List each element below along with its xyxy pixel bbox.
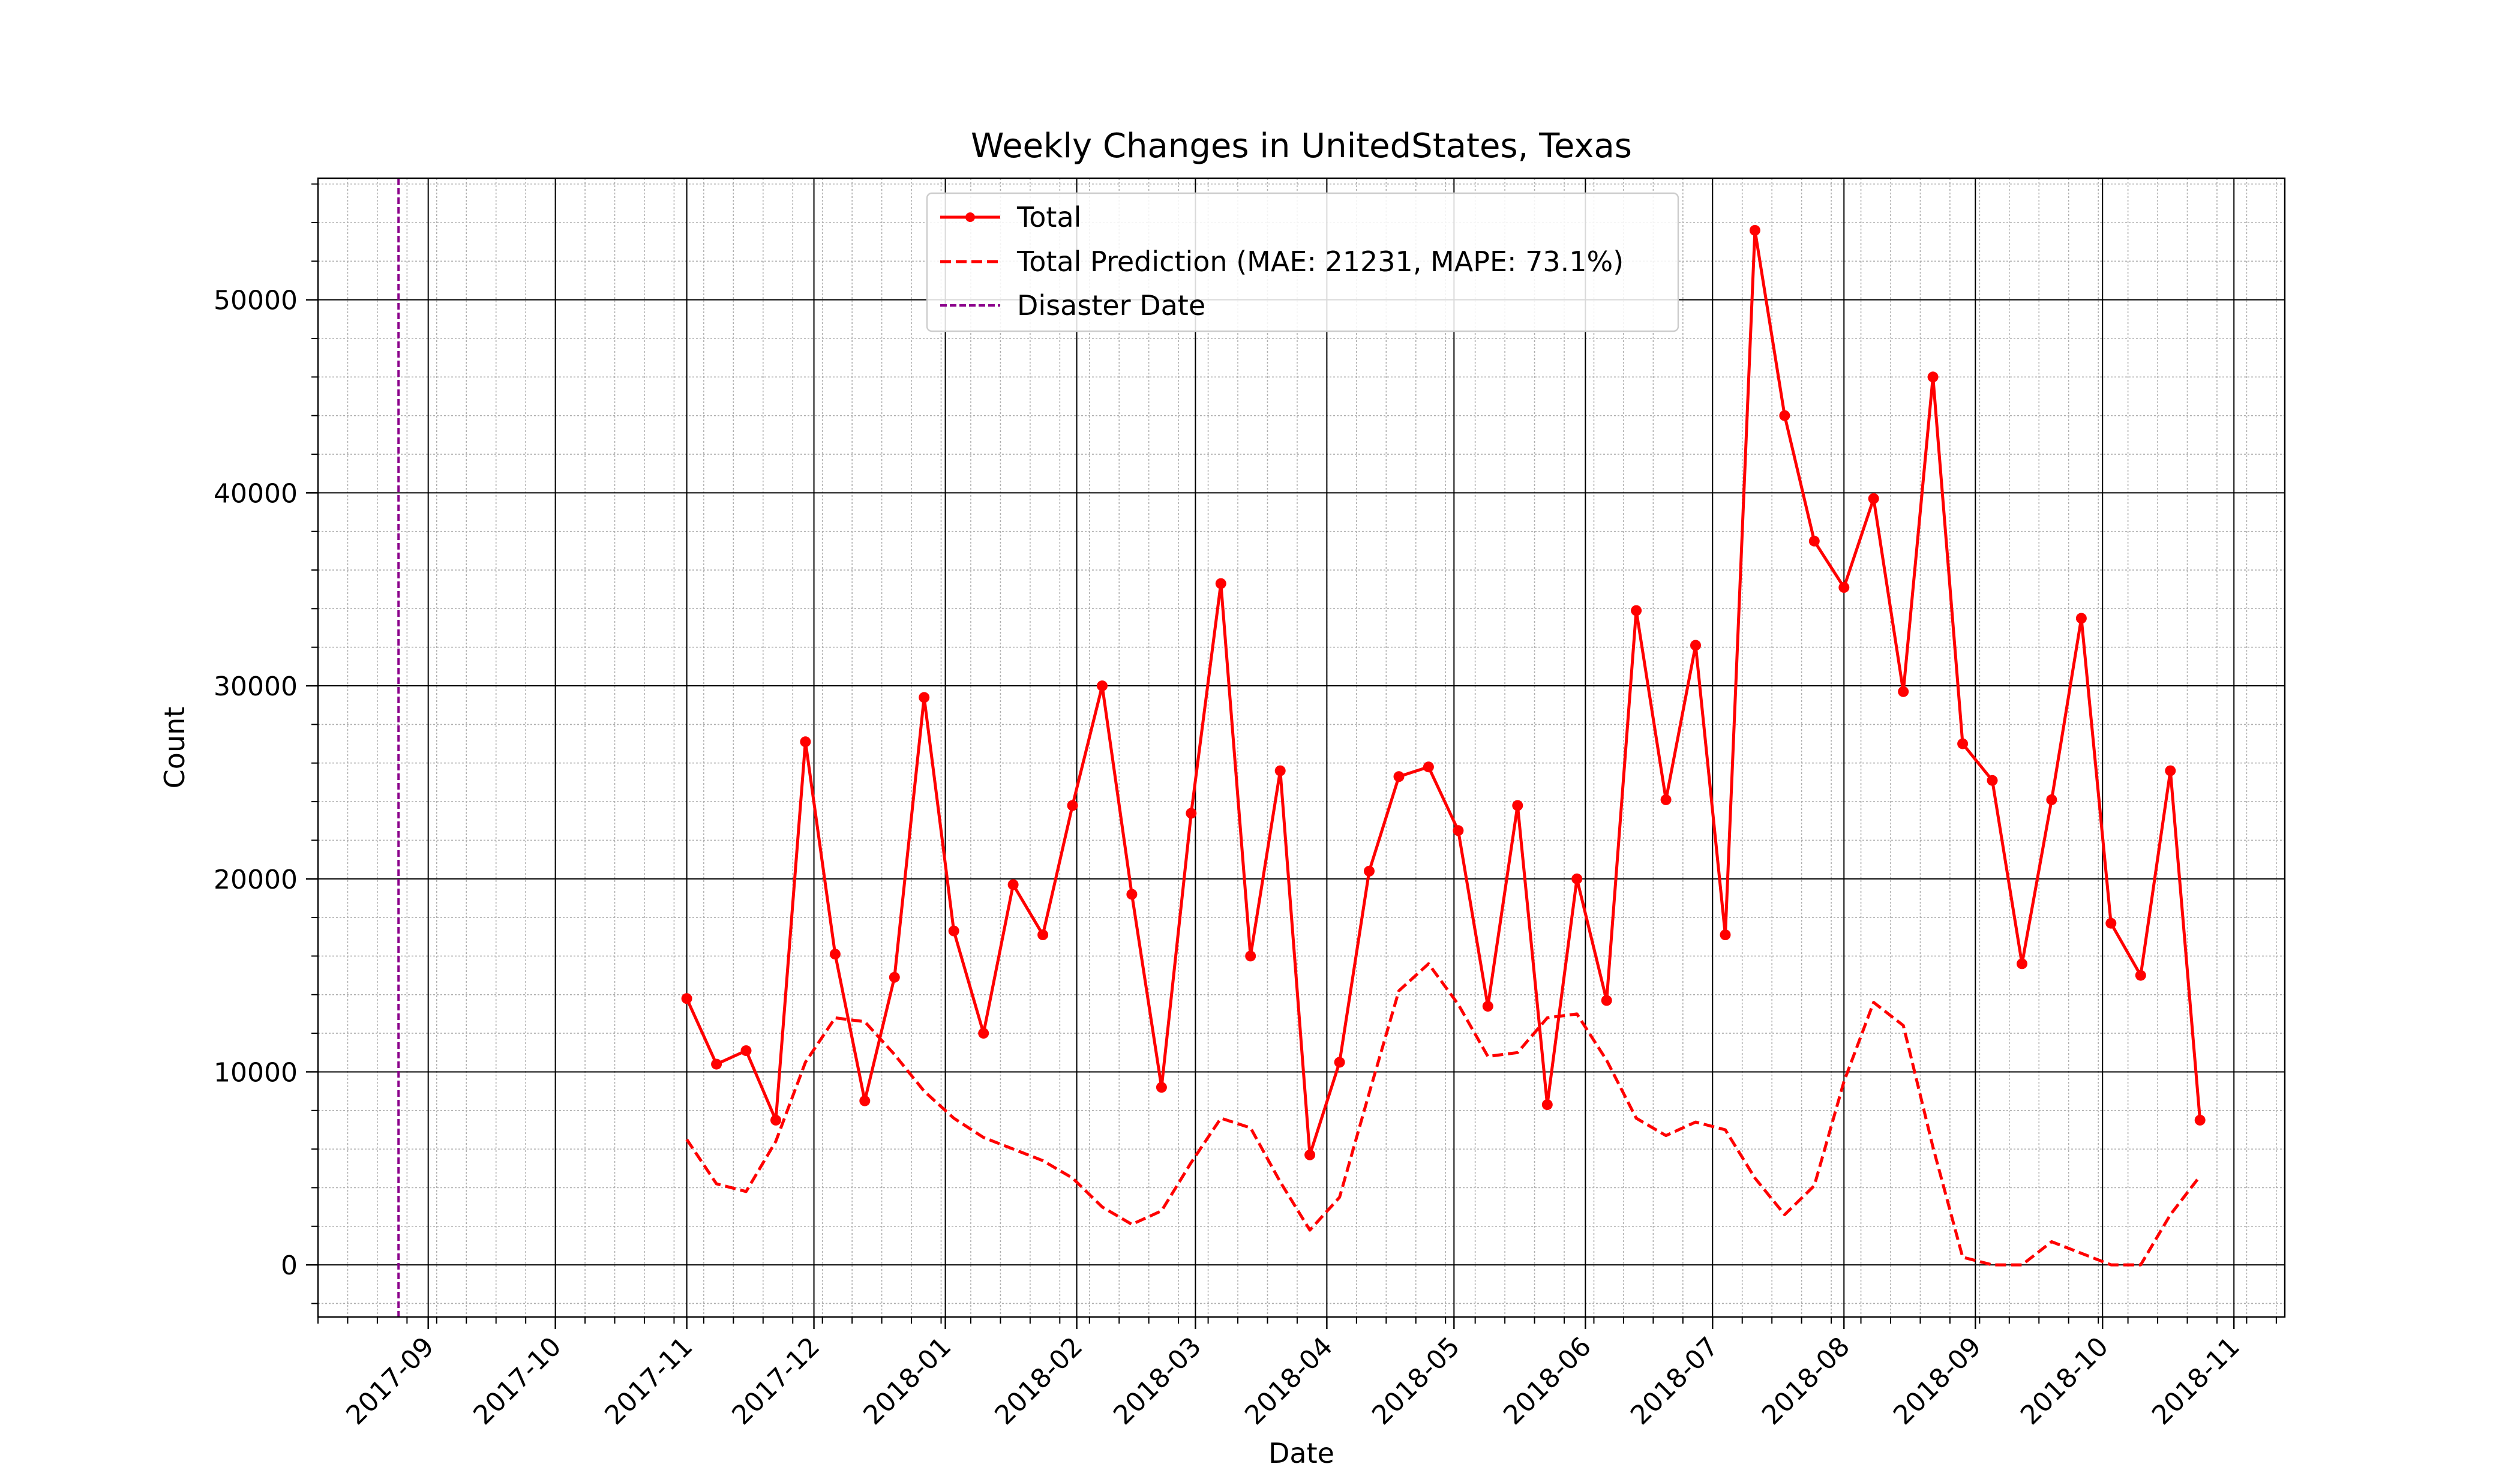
data-point <box>2194 1114 2206 1126</box>
data-point <box>1868 493 1879 504</box>
legend-label-total: Total <box>1016 201 1081 233</box>
data-point <box>1186 808 1197 819</box>
data-point <box>829 949 841 960</box>
data-point <box>1808 535 1820 547</box>
data-point <box>889 971 900 983</box>
data-point <box>1957 738 1969 749</box>
data-point <box>1601 995 1612 1006</box>
data-point <box>1482 1001 1493 1012</box>
data-point <box>1037 929 1049 940</box>
data-point <box>1987 775 1998 786</box>
y-tick-label: 30000 <box>214 671 298 702</box>
data-point <box>1156 1082 1167 1093</box>
y-tick-label: 10000 <box>214 1057 298 1088</box>
series-total-line <box>685 229 2202 1157</box>
data-point <box>2017 958 2027 970</box>
plot-area <box>318 178 2285 1317</box>
data-point <box>1215 578 1226 589</box>
axis-ticks <box>306 183 2277 1329</box>
data-point <box>770 1114 781 1126</box>
data-point <box>1571 873 1583 884</box>
data-point <box>1690 640 1701 651</box>
x-axis-label: Date <box>1268 1437 1334 1469</box>
data-point <box>1838 582 1850 593</box>
data-point <box>1364 865 1375 877</box>
data-point <box>2105 917 2117 929</box>
y-tick-label: 0 <box>281 1250 298 1281</box>
legend-marker-total <box>965 212 975 222</box>
data-point <box>1334 1057 1345 1068</box>
legend: Total Total Prediction (MAE: 21231, MAPE… <box>926 192 1679 332</box>
plot-frame <box>317 177 2286 1318</box>
y-tick-label: 50000 <box>214 286 298 316</box>
data-point <box>740 1045 752 1057</box>
data-point <box>1779 410 1790 421</box>
data-point <box>1304 1149 1316 1160</box>
data-point <box>1423 761 1434 773</box>
data-point <box>1067 800 1078 811</box>
data-point <box>1720 929 1731 940</box>
data-point <box>1097 680 1108 692</box>
y-tick-label: 20000 <box>214 865 298 895</box>
legend-label-prediction: Total Prediction (MAE: 21231, MAPE: 73.1… <box>1016 245 1624 278</box>
data-point <box>681 993 692 1004</box>
data-point <box>1927 371 1939 383</box>
data-point <box>919 692 930 703</box>
data-point <box>1512 800 1523 811</box>
data-point <box>1126 889 1138 900</box>
minor-grid <box>317 178 2285 1317</box>
data-point <box>1453 825 1464 836</box>
data-point <box>2046 794 2057 805</box>
legend-label-disaster-date: Disaster Date <box>1017 289 1205 322</box>
data-point <box>1631 605 1642 616</box>
data-point <box>948 925 959 937</box>
legend-box <box>926 192 1679 332</box>
y-tick-label: 40000 <box>214 478 298 509</box>
data-point <box>1245 950 1256 962</box>
data-point <box>978 1028 989 1039</box>
data-point <box>2075 613 2087 624</box>
data-point <box>711 1058 722 1070</box>
data-point <box>800 736 811 748</box>
data-point <box>2165 765 2176 776</box>
data-point <box>859 1095 871 1106</box>
data-point <box>1749 224 1760 236</box>
y-axis-label: Count <box>158 707 191 789</box>
data-point <box>1898 686 1909 697</box>
data-point <box>1007 879 1019 890</box>
series-prediction-line <box>685 962 2201 1267</box>
chart-title: Weekly Changes in UnitedStates, Texas <box>971 127 1632 166</box>
data-point <box>1274 765 1286 776</box>
data-point <box>1393 771 1405 782</box>
series-layer <box>681 224 2206 1267</box>
data-point <box>2135 970 2146 981</box>
data-point <box>1660 794 1672 805</box>
data-point <box>1541 1099 1553 1111</box>
